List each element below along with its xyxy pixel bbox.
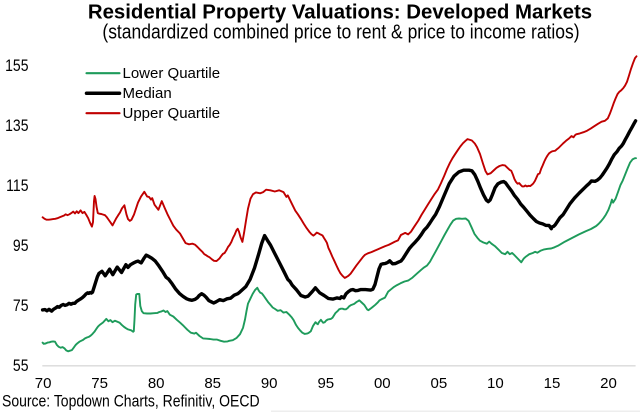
svg-text:05: 05 (431, 375, 448, 392)
svg-text:Residential Property Valuation: Residential Property Valuations: Develop… (88, 2, 592, 24)
svg-text:85: 85 (204, 375, 221, 392)
svg-text:75: 75 (13, 297, 29, 315)
svg-text:Lower Quartile: Lower Quartile (123, 65, 221, 82)
svg-text:55: 55 (13, 357, 29, 375)
svg-text:115: 115 (6, 177, 28, 195)
svg-text:70: 70 (35, 375, 52, 392)
svg-text:155: 155 (5, 57, 28, 75)
svg-text:90: 90 (261, 375, 278, 392)
svg-text:10: 10 (487, 375, 504, 392)
svg-text:Source: Topdown Charts, Refini: Source: Topdown Charts, Refinitiv, OECD (2, 392, 260, 410)
svg-text:95: 95 (13, 237, 29, 255)
svg-text:75: 75 (91, 375, 108, 392)
svg-text:(standardized combined price t: (standardized combined price to rent & p… (102, 21, 579, 43)
svg-text:00: 00 (374, 375, 391, 392)
svg-text:Upper Quartile: Upper Quartile (123, 105, 221, 122)
svg-text:15: 15 (544, 375, 561, 392)
svg-text:Median: Median (123, 85, 172, 102)
svg-text:135: 135 (5, 117, 28, 135)
svg-text:20: 20 (600, 375, 617, 392)
svg-text:95: 95 (317, 375, 334, 392)
svg-text:80: 80 (148, 375, 165, 392)
